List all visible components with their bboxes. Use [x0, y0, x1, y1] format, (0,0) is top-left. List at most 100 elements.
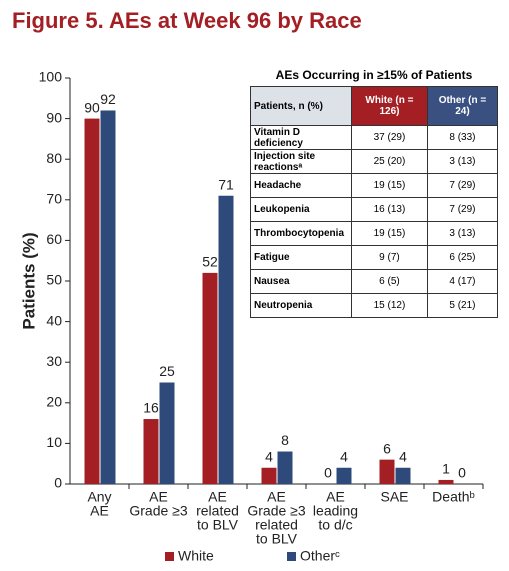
table-row: Fatigue 9 (7) 6 (25) [250, 245, 499, 270]
table-title: AEs Occurring in ≥15% of Patients [275, 68, 473, 82]
x-tick-label: to BLV [256, 531, 298, 547]
y-tick-label: 70 [46, 191, 62, 207]
table-cell: 19 (15) [351, 173, 428, 198]
y-tick-label: 40 [46, 312, 62, 328]
x-tick-label: Deathᵇ [432, 489, 475, 505]
table-cell: 25 (20) [351, 149, 428, 174]
y-tick-label: 60 [46, 231, 62, 247]
table-cell: Headache [250, 173, 352, 198]
table-cell: 15 (12) [351, 293, 428, 318]
header-cell: Patients, n (%) [250, 86, 352, 126]
table-cell: 7 (29) [426, 173, 499, 198]
table-cell: 3 (13) [426, 149, 499, 174]
y-tick-label: 90 [46, 109, 62, 125]
y-tick-label: 80 [46, 150, 62, 166]
bar [277, 451, 293, 484]
header-cell: White (n = 126) [351, 86, 428, 126]
value-label: 4 [399, 448, 407, 464]
value-label: 8 [281, 432, 289, 448]
y-tick-label: 50 [46, 272, 62, 288]
bar [395, 467, 411, 484]
x-tick-label: Grade ≥3 [129, 503, 187, 519]
bar [379, 459, 395, 484]
bar [84, 118, 100, 484]
chart-title: Figure 5. AEs at Week 96 by Race [12, 8, 362, 33]
value-label: 25 [159, 363, 175, 379]
table-cell: 7 (29) [426, 197, 499, 222]
table-row: Neutropenia 15 (12) 5 (21) [250, 293, 499, 318]
value-label: 16 [143, 400, 159, 416]
bar [100, 110, 116, 484]
table-row: Leukopenia 16 (13) 7 (29) [250, 197, 499, 222]
table-cell: 8 (33) [426, 125, 499, 150]
table-row: Thrombocytopenia 19 (15) 3 (13) [250, 221, 499, 246]
y-axis-label: Patients (%) [19, 232, 38, 329]
x-tick-label: AE [149, 489, 168, 505]
table-cell: Injection site reactionsᵃ [250, 149, 352, 174]
table-cell: 19 (15) [351, 221, 428, 246]
value-label: 4 [340, 448, 348, 464]
x-tick-label: related [255, 517, 298, 533]
table-row: Headache 19 (15) 7 (29) [250, 173, 499, 198]
y-tick-label: 100 [39, 69, 63, 85]
table-cell: 3 (13) [426, 221, 499, 246]
legend-swatch [165, 552, 174, 561]
x-tick-label: SAE [380, 489, 408, 505]
x-tick-label: AE [90, 503, 109, 519]
y-tick-label: 30 [46, 353, 62, 369]
x-tick-label: leading [313, 503, 358, 519]
value-label: 1 [442, 461, 450, 477]
x-tick-label: AE [208, 489, 227, 505]
value-label: 4 [265, 448, 273, 464]
table-cell: 9 (7) [351, 245, 428, 270]
y-tick-label: 10 [46, 434, 62, 450]
x-tick-label: Grade ≥3 [247, 503, 305, 519]
table: AEs Occurring in ≥15% of Patients Patien… [250, 66, 499, 318]
bar [336, 467, 352, 484]
y-tick-label: 0 [54, 475, 62, 491]
table-row: Injection site reactionsᵃ 25 (20) 3 (13) [250, 149, 499, 174]
bar [143, 419, 159, 484]
value-label: 71 [218, 176, 234, 192]
y-tick-label: 20 [46, 394, 62, 410]
table-cell: 6 (25) [426, 245, 499, 270]
value-label: 92 [100, 91, 116, 107]
table-cell: 6 (5) [351, 269, 428, 294]
x-tick-label: Any [87, 489, 111, 505]
value-label: 90 [84, 99, 100, 115]
bar [159, 382, 175, 484]
table-cell: Leukopenia [250, 197, 352, 222]
table-cell: 16 (13) [351, 197, 428, 222]
table-header: Patients, n (%) White (n = 126) Other (n =… [250, 86, 499, 126]
table-row: Nausea 6 (5) 4 (17) [250, 269, 499, 294]
table-grid: Patients, n (%) White (n = 126) Other (n =… [250, 86, 499, 318]
value-label: 0 [458, 465, 466, 481]
header-cell: Other (n = 24) [426, 86, 499, 126]
x-tick-label: related [196, 503, 239, 519]
table-cell: Nausea [250, 269, 352, 294]
legend-label: Otherᶜ [300, 548, 340, 564]
table-cell: Thrombocytopenia [250, 221, 352, 246]
x-tick-label: to d/c [318, 517, 352, 533]
table-cell: 4 (17) [426, 269, 499, 294]
table-cell: Fatigue [250, 245, 352, 270]
bar [218, 195, 234, 485]
table-cell: Vitamin D deficiency [250, 125, 352, 150]
x-tick-label: to BLV [197, 517, 239, 533]
bar [438, 479, 454, 484]
legend-label: White [178, 548, 214, 564]
x-tick-label: AE [267, 489, 286, 505]
table-cell: 5 (21) [426, 293, 499, 318]
table-row: Vitamin D deficiency 37 (29) 8 (33) [250, 125, 499, 150]
x-tick-label: AE [326, 489, 345, 505]
value-label: 0 [324, 465, 332, 481]
table-cell: Neutropenia [250, 293, 352, 318]
legend-swatch [287, 552, 296, 561]
table-cell: 37 (29) [351, 125, 428, 150]
bar [202, 272, 218, 484]
bar [261, 467, 277, 484]
value-label: 6 [383, 440, 391, 456]
value-label: 52 [202, 254, 218, 270]
